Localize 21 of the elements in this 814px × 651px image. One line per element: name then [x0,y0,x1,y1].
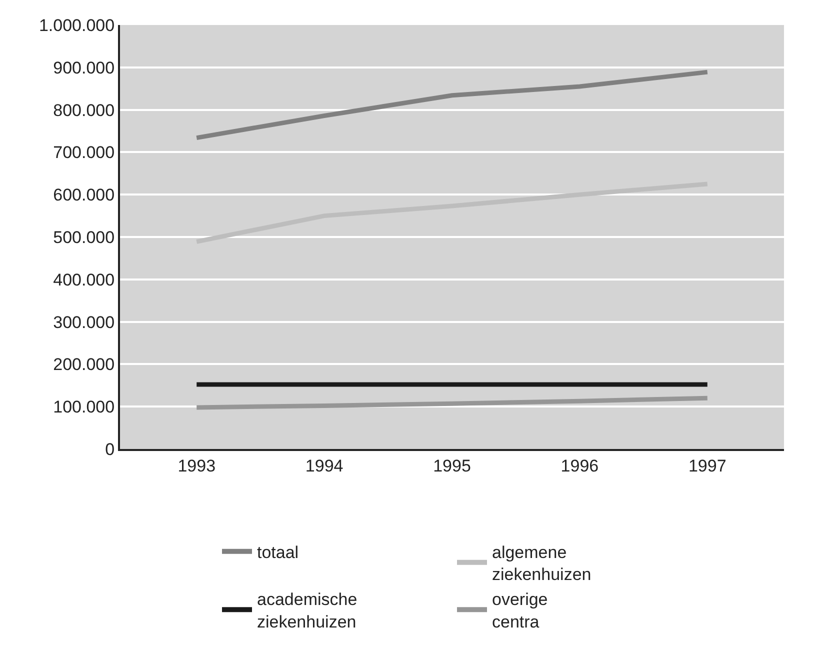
y-tick-label: 400.000 [53,270,115,290]
y-tick-label: 500.000 [53,228,115,247]
x-tick-label: 1996 [560,456,599,476]
legend-label: overige centra [492,590,548,632]
y-tick-label: 0 [105,440,115,459]
y-tick-label: 900.000 [53,58,115,78]
x-tick-label: 1994 [305,456,344,476]
y-tick-label: 100.000 [53,398,115,417]
x-tick-label: 1993 [178,456,216,476]
legend-label: academische ziekenhuizen [257,590,358,632]
legend-label: totaal [257,542,299,562]
line-series [194,70,710,140]
line-series [194,182,710,244]
y-tick-label: 600.000 [53,186,115,205]
y-tick-label: 800.000 [53,100,115,120]
y-tick-label: 700.000 [53,143,115,162]
y-tick-label: 200.000 [53,355,115,374]
y-tick-label: 1.000.000 [38,16,115,35]
x-tick-label: 1997 [688,456,726,476]
y-tick-label: 300.000 [53,312,115,332]
x-tick-label: 1995 [433,456,471,476]
